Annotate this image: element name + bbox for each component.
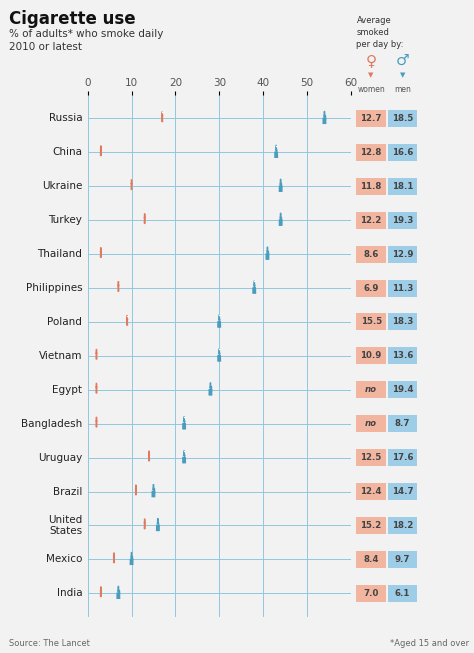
- Text: ♂: ♂: [396, 54, 409, 68]
- Text: Average
smoked
per day by:: Average smoked per day by:: [356, 16, 404, 49]
- Text: Source: The Lancet: Source: The Lancet: [9, 639, 91, 648]
- Text: 15.2: 15.2: [361, 521, 382, 530]
- Text: 17.6: 17.6: [392, 453, 413, 462]
- Text: 18.3: 18.3: [392, 317, 413, 326]
- Text: 11.8: 11.8: [360, 182, 382, 191]
- Text: 9.7: 9.7: [395, 555, 410, 564]
- Text: ▼: ▼: [400, 72, 405, 78]
- Polygon shape: [144, 217, 145, 223]
- Text: 8.7: 8.7: [395, 419, 410, 428]
- Polygon shape: [162, 115, 163, 121]
- Polygon shape: [100, 251, 101, 257]
- Polygon shape: [96, 421, 97, 427]
- Text: 19.4: 19.4: [392, 385, 413, 394]
- Text: men: men: [394, 85, 411, 94]
- Text: 2010 or latest: 2010 or latest: [9, 42, 82, 52]
- Polygon shape: [100, 149, 101, 155]
- Text: 14.7: 14.7: [392, 487, 413, 496]
- Polygon shape: [131, 183, 132, 189]
- Polygon shape: [96, 353, 97, 359]
- Text: Cigarette use: Cigarette use: [9, 10, 136, 28]
- Text: 12.4: 12.4: [360, 487, 382, 496]
- Text: 15.5: 15.5: [361, 317, 382, 326]
- Text: 10.9: 10.9: [361, 351, 382, 360]
- Text: 8.4: 8.4: [364, 555, 379, 564]
- Text: 18.5: 18.5: [392, 114, 413, 123]
- Polygon shape: [96, 387, 97, 393]
- Text: no: no: [365, 385, 377, 394]
- Text: 12.5: 12.5: [361, 453, 382, 462]
- Polygon shape: [144, 522, 145, 529]
- Text: 12.9: 12.9: [392, 249, 413, 259]
- Text: 12.7: 12.7: [360, 114, 382, 123]
- Text: 6.1: 6.1: [395, 589, 410, 598]
- Text: 18.2: 18.2: [392, 521, 413, 530]
- Text: 7.0: 7.0: [364, 589, 379, 598]
- Text: 19.3: 19.3: [392, 215, 413, 225]
- Text: ♀: ♀: [365, 54, 377, 68]
- Text: 16.6: 16.6: [392, 148, 413, 157]
- Text: 12.2: 12.2: [360, 215, 382, 225]
- Text: ▼: ▼: [368, 72, 374, 78]
- Text: % of adults* who smoke daily: % of adults* who smoke daily: [9, 29, 164, 39]
- Text: 13.6: 13.6: [392, 351, 413, 360]
- Polygon shape: [100, 590, 101, 597]
- Text: 6.9: 6.9: [364, 283, 379, 293]
- Text: 8.6: 8.6: [364, 249, 379, 259]
- Text: 11.3: 11.3: [392, 283, 413, 293]
- Text: 18.1: 18.1: [392, 182, 413, 191]
- Text: *Aged 15 and over: *Aged 15 and over: [390, 639, 469, 648]
- Polygon shape: [127, 319, 128, 325]
- Polygon shape: [136, 488, 137, 495]
- Text: 12.8: 12.8: [360, 148, 382, 157]
- Text: women: women: [357, 85, 385, 94]
- Text: no: no: [365, 419, 377, 428]
- Polygon shape: [118, 285, 119, 291]
